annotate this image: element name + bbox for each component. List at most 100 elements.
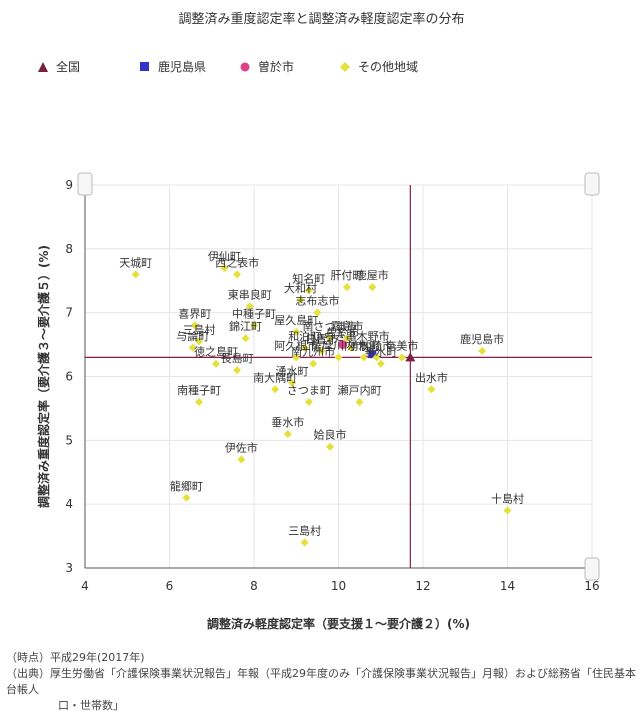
data-point-diamond[interactable] — [292, 353, 301, 362]
data-label: 伊佐市 — [225, 440, 258, 454]
data-point-diamond[interactable] — [372, 353, 381, 362]
data-label: 鹿児島市 — [460, 332, 504, 346]
data-point-diamond[interactable] — [326, 334, 335, 343]
data-point-diamond[interactable] — [300, 538, 309, 547]
data-point-diamond[interactable] — [309, 359, 318, 368]
data-label: 薩摩川内市 — [311, 338, 366, 352]
x-tick-label: 16 — [584, 579, 599, 593]
diamond-marker-icon — [340, 61, 350, 72]
data-label: 東串良町 — [228, 287, 272, 301]
data-point-diamond[interactable] — [190, 321, 199, 330]
data-label: 湧水町 — [276, 365, 309, 378]
data-point-diamond[interactable] — [342, 283, 351, 292]
data-point-diamond[interactable] — [376, 359, 385, 368]
data-label: 肝付町 — [330, 269, 363, 282]
data-point-diamond[interactable] — [296, 295, 305, 304]
legend-item-other-regions[interactable]: その他地域 — [340, 58, 418, 75]
legend-label: 鹿児島県 — [158, 60, 207, 74]
data-point-diamond[interactable] — [292, 327, 301, 336]
data-label: 南種子町 — [177, 383, 221, 397]
note-source: （出典）厚生労働省「介護保険事業状況報告」年報（平成29年度のみ「介護保険事業状… — [6, 667, 636, 696]
data-label: 中種子町 — [232, 306, 276, 320]
data-point-diamond[interactable] — [233, 366, 242, 375]
data-point-diamond[interactable] — [503, 506, 512, 515]
data-label: 和泊町 — [288, 330, 321, 343]
data-point-diamond[interactable] — [271, 385, 280, 394]
data-point-diamond[interactable] — [317, 346, 326, 355]
y-tick-label: 7 — [65, 306, 73, 320]
data-point-diamond[interactable] — [241, 334, 250, 343]
x-tick-label: 12 — [415, 579, 430, 593]
y-axis-title: 調整済み重度認定率（要介護３〜要介護５）(%) — [36, 245, 51, 508]
data-point-diamond[interactable] — [182, 493, 191, 502]
legend-label: 全国 — [56, 60, 81, 74]
data-point-diamond[interactable] — [250, 321, 258, 330]
data-label: 阿久根市 — [274, 338, 318, 352]
legend-label: その他地域 — [358, 60, 419, 74]
y-tick-label: 6 — [65, 370, 73, 384]
data-point-diamond[interactable] — [245, 302, 254, 311]
data-label: 屋久島町 — [274, 313, 318, 327]
data-point-diamond[interactable] — [288, 378, 297, 387]
data-label: 与論町 — [176, 329, 209, 343]
note-period: （時点）平成29年(2017年) — [6, 651, 145, 664]
data-point-diamond[interactable] — [188, 343, 197, 352]
legend-item-soo-city[interactable]: 曽於市 — [240, 58, 294, 75]
data-point-diamond[interactable] — [355, 398, 364, 407]
data-point-diamond[interactable] — [304, 286, 313, 295]
data-point-diamond[interactable] — [220, 263, 229, 272]
triangle-marker-icon — [38, 61, 48, 72]
legend-item-national[interactable]: 全国 — [38, 58, 80, 75]
data-point-diamond[interactable] — [283, 429, 292, 438]
data-point-diamond[interactable] — [195, 337, 204, 346]
zoom-handle-bottom-right-icon[interactable] — [584, 557, 600, 581]
data-label: 枕崎市 — [360, 338, 393, 352]
data-point-diamond[interactable] — [334, 353, 343, 362]
data-point-diamond[interactable] — [195, 398, 204, 407]
data-point-diamond[interactable] — [304, 398, 313, 407]
note-source-cont: 口・世帯数」 — [58, 699, 124, 712]
data-point-diamond[interactable] — [326, 442, 335, 451]
data-label: 志布志市 — [295, 294, 339, 308]
data-label: 西之表市 — [215, 255, 259, 269]
data-point-diamond[interactable] — [397, 353, 406, 362]
data-label: 南大隅町 — [253, 370, 297, 384]
data-label: 龍郷町 — [170, 479, 203, 493]
x-tick-label: 6 — [166, 579, 174, 593]
data-point-diamond[interactable] — [131, 270, 140, 279]
data-point-diamond[interactable] — [211, 359, 220, 368]
chart-legend: 全国 鹿児島県 曽於市 その他地域 — [30, 58, 630, 78]
x-tick-label: 4 — [81, 579, 89, 593]
zoom-handle-top-left-icon[interactable] — [77, 172, 93, 196]
data-point-diamond[interactable] — [237, 455, 246, 464]
legend-item-kagoshima-pref[interactable]: 鹿児島県 — [140, 58, 206, 75]
data-point-diamond[interactable] — [347, 343, 356, 352]
data-label: 日置市 — [305, 332, 338, 346]
data-point-diamond[interactable] — [233, 270, 242, 279]
zoom-handle-top-right-icon[interactable] — [584, 172, 600, 196]
data-point-diamond[interactable] — [368, 283, 377, 292]
y-tick-label: 3 — [65, 561, 73, 575]
data-point-diamond[interactable] — [313, 308, 322, 317]
data-point-diamond[interactable] — [359, 353, 368, 362]
data-label: 出水市 — [415, 370, 448, 384]
data-label: 垂水町 — [364, 346, 397, 359]
data-label: 南さつま市 — [303, 319, 358, 333]
y-tick-label: 8 — [65, 242, 73, 256]
data-point-square[interactable] — [368, 350, 377, 359]
y-tick-label: 5 — [65, 433, 73, 447]
data-point-diamond[interactable] — [342, 334, 351, 343]
data-label: 垂水市 — [271, 415, 304, 429]
data-point-diamond[interactable] — [478, 346, 487, 355]
x-tick-label: 10 — [331, 579, 346, 593]
data-label: 徳之島町 — [194, 345, 238, 359]
data-label: 十島村 — [491, 492, 524, 506]
data-point-triangle[interactable] — [405, 352, 416, 362]
chart-notes: （時点）平成29年(2017年) （出典）厚生労働省「介護保険事業状況報告」年報… — [6, 650, 636, 714]
data-point-diamond[interactable] — [427, 385, 436, 394]
data-label: 湧水町 — [347, 339, 380, 352]
data-point-circle[interactable] — [338, 340, 348, 350]
x-axis-title: 調整済み軽度認定率（要支援１〜要介護２）(%) — [207, 616, 470, 631]
data-point-diamond[interactable] — [300, 343, 309, 352]
data-label: 長島町 — [221, 351, 254, 365]
